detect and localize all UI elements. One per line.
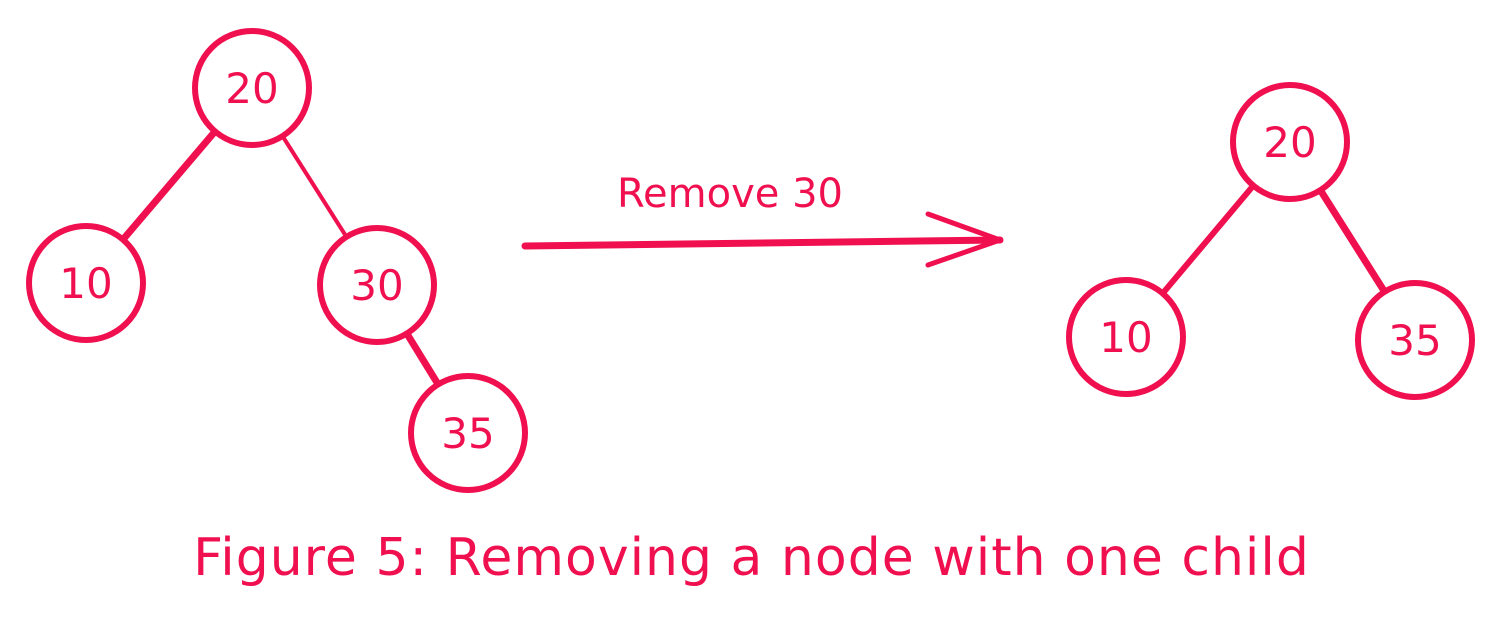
- arrow-head: [925, 211, 1003, 268]
- before-node-circle: [317, 225, 437, 345]
- before-node-10: 10: [26, 223, 146, 343]
- after-node-circle: [1355, 280, 1475, 400]
- after-edge-20-35: [1316, 186, 1389, 296]
- arrow-shaft: [521, 236, 1004, 250]
- remove-arrow: Remove 30: [521, 171, 1004, 268]
- before-edge-20-30: [280, 134, 349, 239]
- before-edge-30-35: [403, 330, 442, 388]
- after-edge-20-10: [1159, 182, 1257, 297]
- before-edge-20-10: [119, 127, 219, 244]
- before-node-label: 10: [59, 259, 112, 308]
- before-tree: 20 10 30 35: [26, 28, 528, 493]
- after-node-10: 10: [1066, 277, 1186, 397]
- before-node-label: 20: [225, 64, 278, 113]
- before-node-30: 30: [317, 225, 437, 345]
- after-node-label: 20: [1263, 118, 1316, 167]
- before-node-label: 30: [350, 261, 403, 310]
- figure-caption: Figure 5: Removing a node with one child: [193, 528, 1310, 588]
- after-node-label: 35: [1388, 316, 1441, 365]
- after-node-circle: [1066, 277, 1186, 397]
- after-node-35: 35: [1355, 280, 1475, 400]
- before-node-circle: [26, 223, 146, 343]
- before-node-circle: [192, 28, 312, 148]
- operation-label: Remove 30: [617, 171, 843, 217]
- before-node-circle: [408, 373, 528, 493]
- after-tree: 20 10 35: [1066, 82, 1475, 400]
- before-node-label: 35: [441, 409, 494, 458]
- before-node-35: 35: [408, 373, 528, 493]
- after-node-20: 20: [1230, 82, 1350, 202]
- after-node-circle: [1230, 82, 1350, 202]
- before-node-20: 20: [192, 28, 312, 148]
- after-node-label: 10: [1099, 313, 1152, 362]
